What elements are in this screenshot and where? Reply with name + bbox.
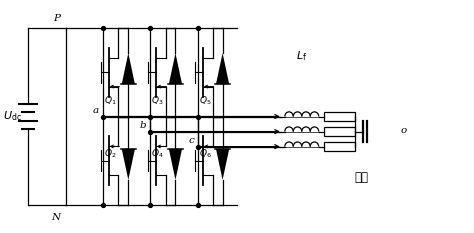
Text: c: c [188,137,194,145]
Text: N: N [52,213,61,222]
Text: $Q_1$: $Q_1$ [104,95,117,107]
Polygon shape [122,53,135,84]
Text: b: b [139,121,146,130]
Polygon shape [216,149,229,180]
Text: a: a [92,106,99,115]
Bar [324,127,355,136]
Bar [324,142,355,151]
Text: 负载: 负载 [354,171,368,184]
Text: $L_{\rm f}$: $L_{\rm f}$ [296,49,307,63]
Text: $Q_6$: $Q_6$ [199,148,211,160]
Text: $Q_3$: $Q_3$ [151,95,164,107]
Text: $U_{\rm dc}$: $U_{\rm dc}$ [3,110,22,123]
Polygon shape [169,149,182,180]
Bar [324,112,355,121]
Text: o: o [400,126,407,135]
Polygon shape [122,149,135,180]
Polygon shape [216,53,229,84]
Text: $Q_2$: $Q_2$ [104,148,117,160]
Text: $Q_4$: $Q_4$ [151,148,164,160]
Polygon shape [169,53,182,84]
Text: P: P [53,14,60,23]
Text: $Q_5$: $Q_5$ [199,95,211,107]
